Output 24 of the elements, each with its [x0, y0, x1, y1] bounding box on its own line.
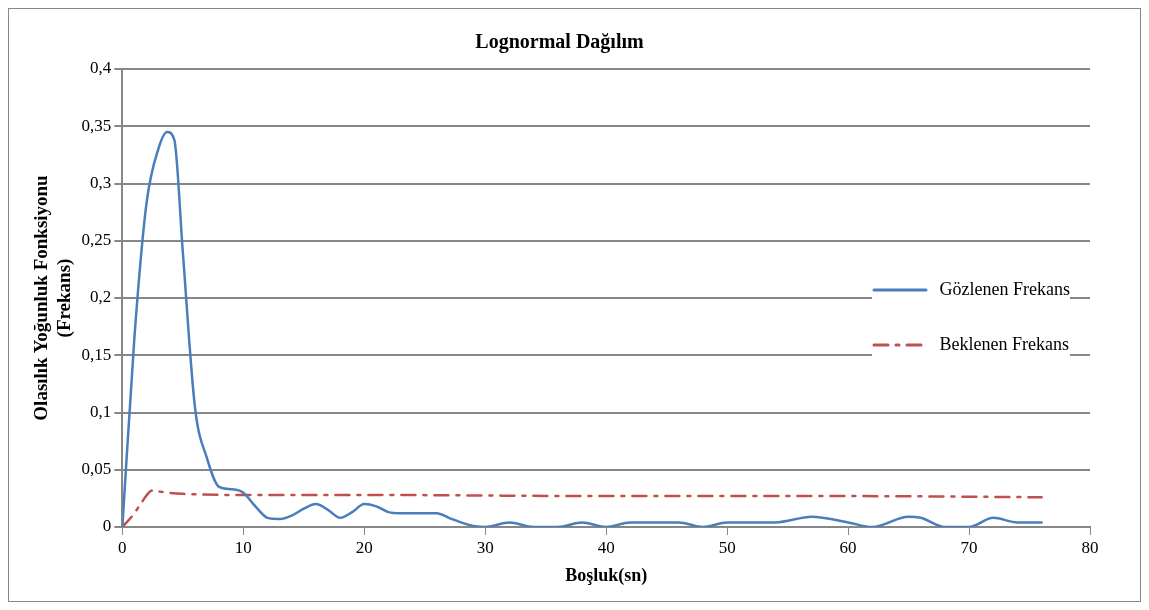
y-tick-label: 0 — [102, 516, 112, 536]
x-tick-label: 40 — [597, 537, 615, 557]
legend-label: Beklenen Frekans — [939, 334, 1069, 355]
y-tick-label: 0,25 — [81, 230, 112, 250]
x-tick-label: 30 — [476, 537, 494, 557]
x-tick-label: 60 — [839, 537, 857, 557]
y-tick-label: 0,3 — [90, 172, 112, 192]
x-tick-label: 0 — [118, 537, 127, 557]
x-axis-title: Boşluk(sn) — [565, 564, 648, 586]
x-tick-label: 70 — [960, 537, 978, 557]
legend-label: Gözlenen Frekans — [939, 279, 1070, 300]
y-tick-label: 0,4 — [90, 58, 112, 78]
chart-title: Lognormal Dağılım — [475, 30, 644, 54]
y-tick-label: 0,35 — [81, 115, 112, 135]
x-tick-label: 80 — [1081, 537, 1099, 557]
x-tick-label: 50 — [718, 537, 736, 557]
line-series — [122, 489, 1043, 527]
y-tick-label: 0,15 — [81, 344, 112, 364]
y-tick-label: 0,1 — [90, 401, 112, 421]
y-axis-title: Olasılık Yoğunluk Fonksiyonu (Frekans) — [30, 174, 76, 421]
x-tick-label: 10 — [234, 537, 252, 557]
y-tick-label: 0,2 — [90, 287, 112, 307]
x-tick-label: 20 — [355, 537, 373, 557]
y-tick-label: 0,05 — [81, 459, 112, 479]
